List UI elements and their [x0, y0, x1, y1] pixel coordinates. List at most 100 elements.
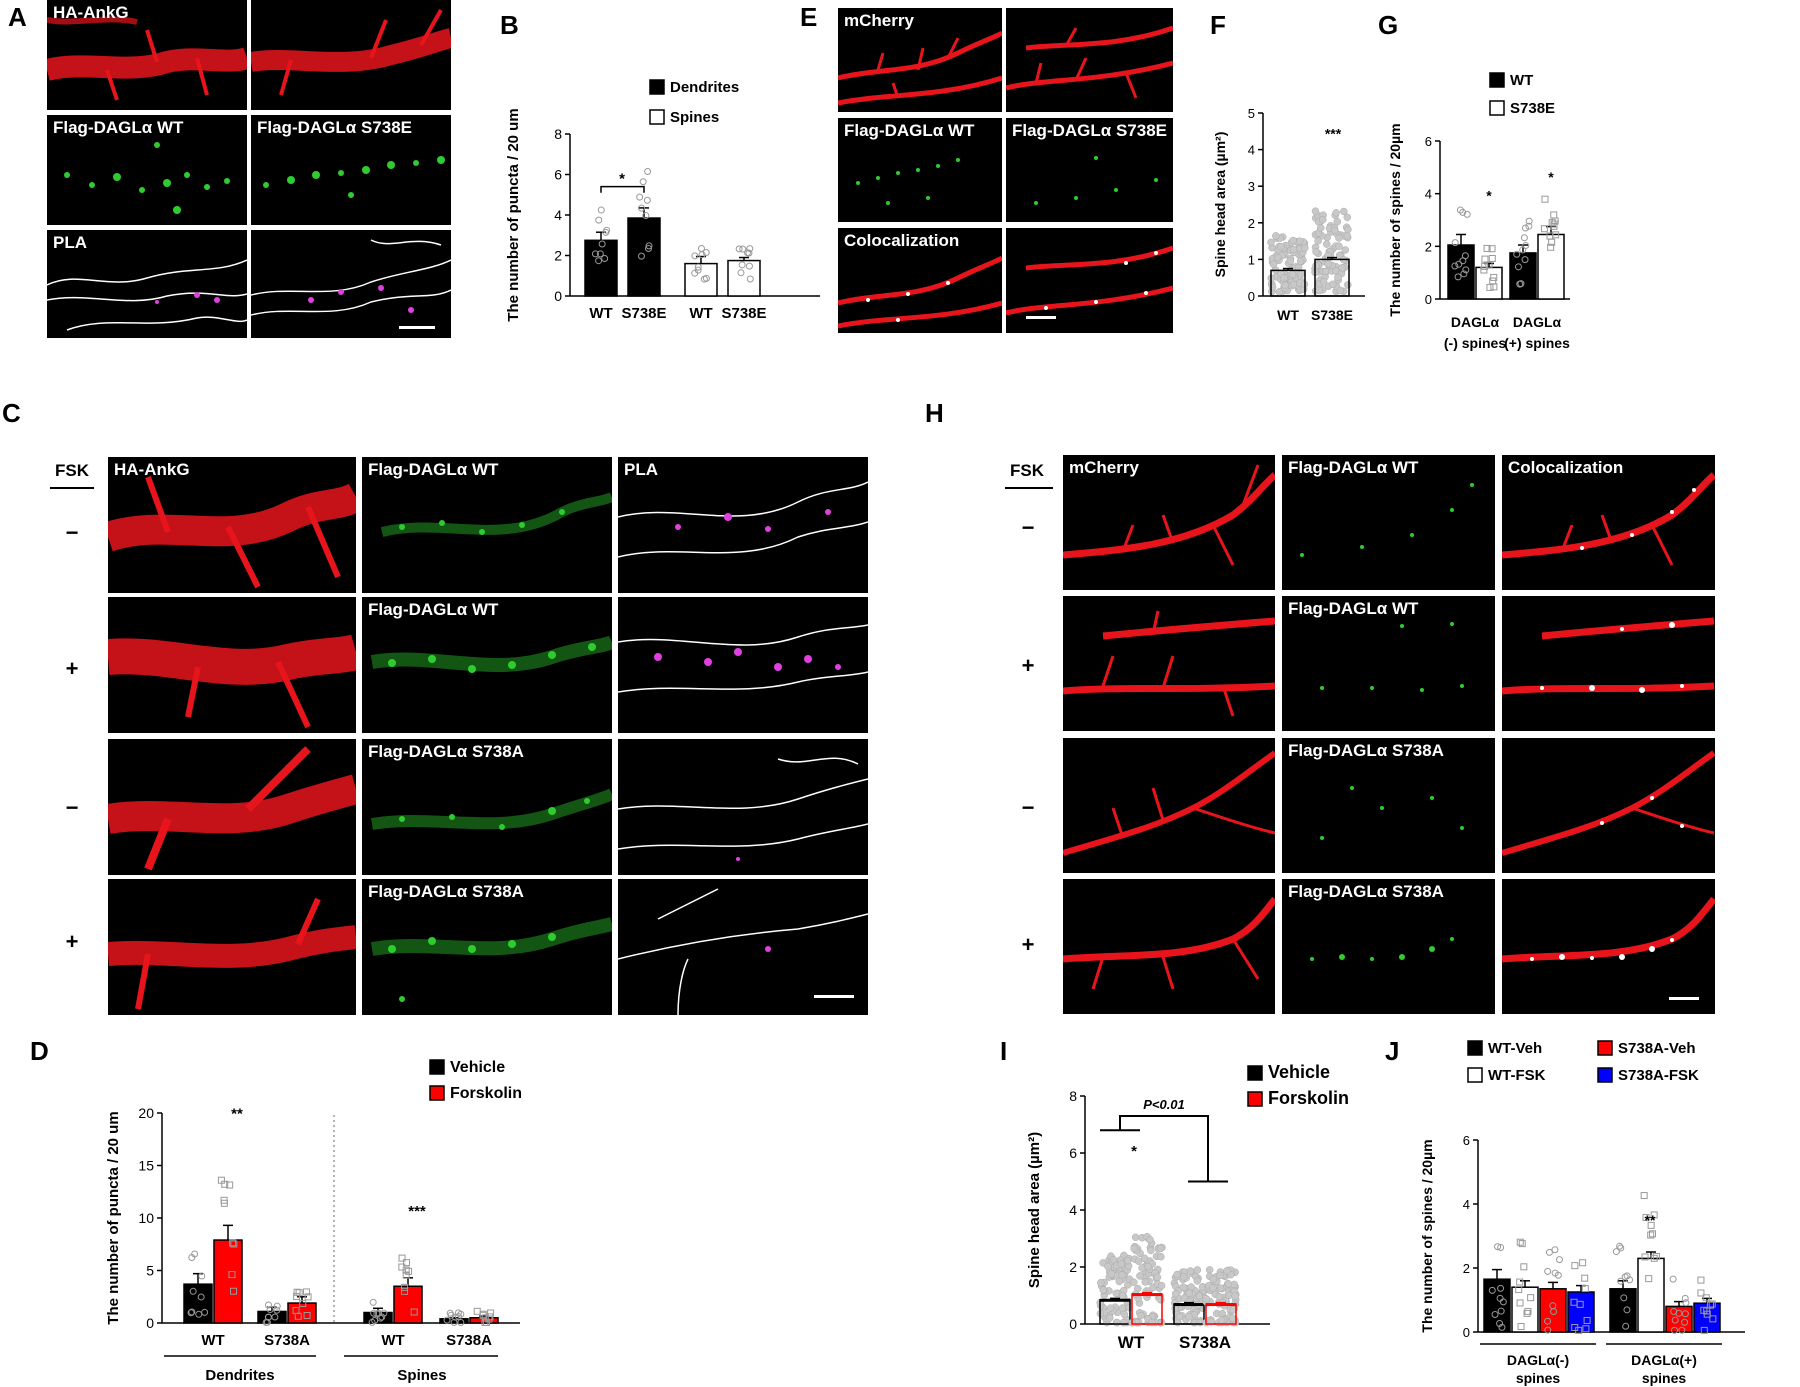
bar	[213, 1239, 243, 1324]
data-point	[1498, 1323, 1506, 1331]
data-point	[1516, 1238, 1524, 1246]
y-axis-title: The number of puncta / 20 um	[505, 108, 522, 321]
data-point	[1319, 278, 1328, 286]
y-tick-label: 15	[138, 1158, 154, 1174]
label-flag-dagla-wt: Flag-DAGLα WT	[1288, 599, 1419, 618]
bar	[1637, 1257, 1665, 1333]
data-point	[1296, 257, 1305, 265]
data-point	[1289, 245, 1298, 254]
data-point	[1120, 1310, 1129, 1319]
legend-label: Dendrites	[670, 79, 739, 96]
y-axis-title: The number of puncta / 20 um	[105, 1111, 122, 1324]
data-point	[1193, 1277, 1202, 1285]
data-point	[1488, 1286, 1496, 1294]
chart-b-svg: 0 2 4 6 8 The number of puncta / 20 um WT S738E…	[505, 79, 820, 322]
panel-letter-f: F	[1210, 10, 1226, 40]
data-point	[220, 1199, 228, 1207]
data-point	[450, 1318, 458, 1326]
panel-letter-b: B	[500, 10, 519, 40]
data-point	[1317, 224, 1325, 232]
sign-row2: +	[1021, 653, 1035, 678]
pla-outline-image	[618, 757, 868, 861]
micrograph-h-r2-mcherry	[1063, 596, 1275, 731]
data-point	[1459, 208, 1467, 216]
legend-swatch	[1489, 72, 1505, 88]
data-point	[1281, 281, 1289, 289]
data-point	[1217, 1316, 1226, 1324]
data-point	[1315, 286, 1324, 295]
significance-bracket	[1100, 1114, 1228, 1183]
bar	[584, 239, 618, 297]
data-point	[370, 1309, 378, 1317]
data-point	[1459, 257, 1467, 265]
y-tick-label: 0	[146, 1315, 154, 1331]
data-point	[1497, 1307, 1505, 1315]
data-point	[398, 1254, 406, 1262]
data-point	[1623, 1306, 1631, 1314]
data-point	[1669, 1275, 1677, 1283]
data-point	[1670, 1307, 1678, 1315]
label-flag-dagla-s738a: Flag-DAGLα S738A	[368, 742, 524, 761]
data-point	[1314, 237, 1322, 245]
colocalization-image	[1502, 472, 1715, 566]
micrograph-c-r2-ankg	[108, 597, 356, 733]
data-point	[1700, 1326, 1708, 1334]
legend-swatch	[429, 1085, 445, 1101]
micrograph-c-r3-pla	[618, 739, 868, 875]
data-point	[1703, 1310, 1711, 1318]
data-point	[1451, 239, 1459, 247]
data-point	[1617, 1244, 1625, 1252]
data-point	[1555, 1256, 1563, 1264]
panel-letter-a: A	[8, 2, 27, 32]
data-point	[1650, 1254, 1658, 1262]
green-puncta-image	[370, 917, 612, 1002]
y-tick-label: 20	[138, 1105, 154, 1121]
data-point	[1496, 1319, 1504, 1327]
fsk-underline	[50, 487, 94, 489]
green-puncta-image	[1034, 156, 1158, 205]
y-axis-title: The number of spines / 20µm	[1419, 1139, 1435, 1332]
data-point	[410, 1308, 418, 1316]
legend-swatch	[1247, 1065, 1263, 1081]
red-neuron-image	[1063, 750, 1275, 856]
data-point	[1647, 1231, 1655, 1239]
data-point	[1706, 1301, 1714, 1309]
scale-bar	[1669, 997, 1699, 1000]
panel-letter-e: E	[800, 2, 818, 32]
data-point	[1652, 1252, 1660, 1260]
y-tick-label: 5	[1248, 106, 1255, 121]
data-point	[273, 1306, 281, 1314]
data-point	[1331, 226, 1339, 235]
micrograph-h-r2-flag: Flag-DAGLα WT	[1282, 596, 1495, 731]
bar	[727, 259, 761, 297]
data-point	[595, 257, 603, 265]
data-point	[1582, 1325, 1590, 1333]
micrograph-h-r4-mcherry	[1063, 879, 1275, 1014]
red-dendrite-image	[108, 897, 356, 1010]
data-point	[1451, 262, 1459, 270]
label-colocalization: Colocalization	[1508, 458, 1624, 477]
data-point	[1522, 242, 1530, 250]
data-point	[602, 228, 610, 236]
data-point	[369, 1298, 377, 1306]
data-point	[1480, 266, 1488, 274]
data-point	[1153, 1273, 1162, 1282]
significance-marker: ***	[408, 1203, 426, 1220]
red-neuron-image	[1063, 896, 1275, 990]
micrograph-e-coloc-s738e	[1006, 228, 1173, 333]
data-point	[401, 1283, 409, 1291]
data-point	[1312, 262, 1320, 270]
data-point	[405, 1267, 413, 1275]
micrograph-e-mcherry-s738e	[1006, 8, 1173, 112]
panel-letter-g: G	[1378, 10, 1399, 40]
data-point	[1141, 1278, 1150, 1286]
group-label: DAGLα	[1513, 314, 1562, 330]
data-point	[304, 1293, 312, 1301]
legend-swatch	[1247, 1091, 1263, 1107]
data-point	[1709, 1315, 1717, 1323]
micrograph-a-pla-s738e	[251, 230, 451, 338]
data-point	[1521, 256, 1529, 264]
chart-f: 0 1 2 3 4 5 Spine head area (µm²) WT S738E ***	[1205, 100, 1375, 360]
label-flag-dagla-wt: Flag-DAGLα WT	[53, 118, 184, 137]
chart-d-svg: 0 5 10 15 20 The number of puncta / 20 um WT S7…	[105, 1059, 522, 1384]
